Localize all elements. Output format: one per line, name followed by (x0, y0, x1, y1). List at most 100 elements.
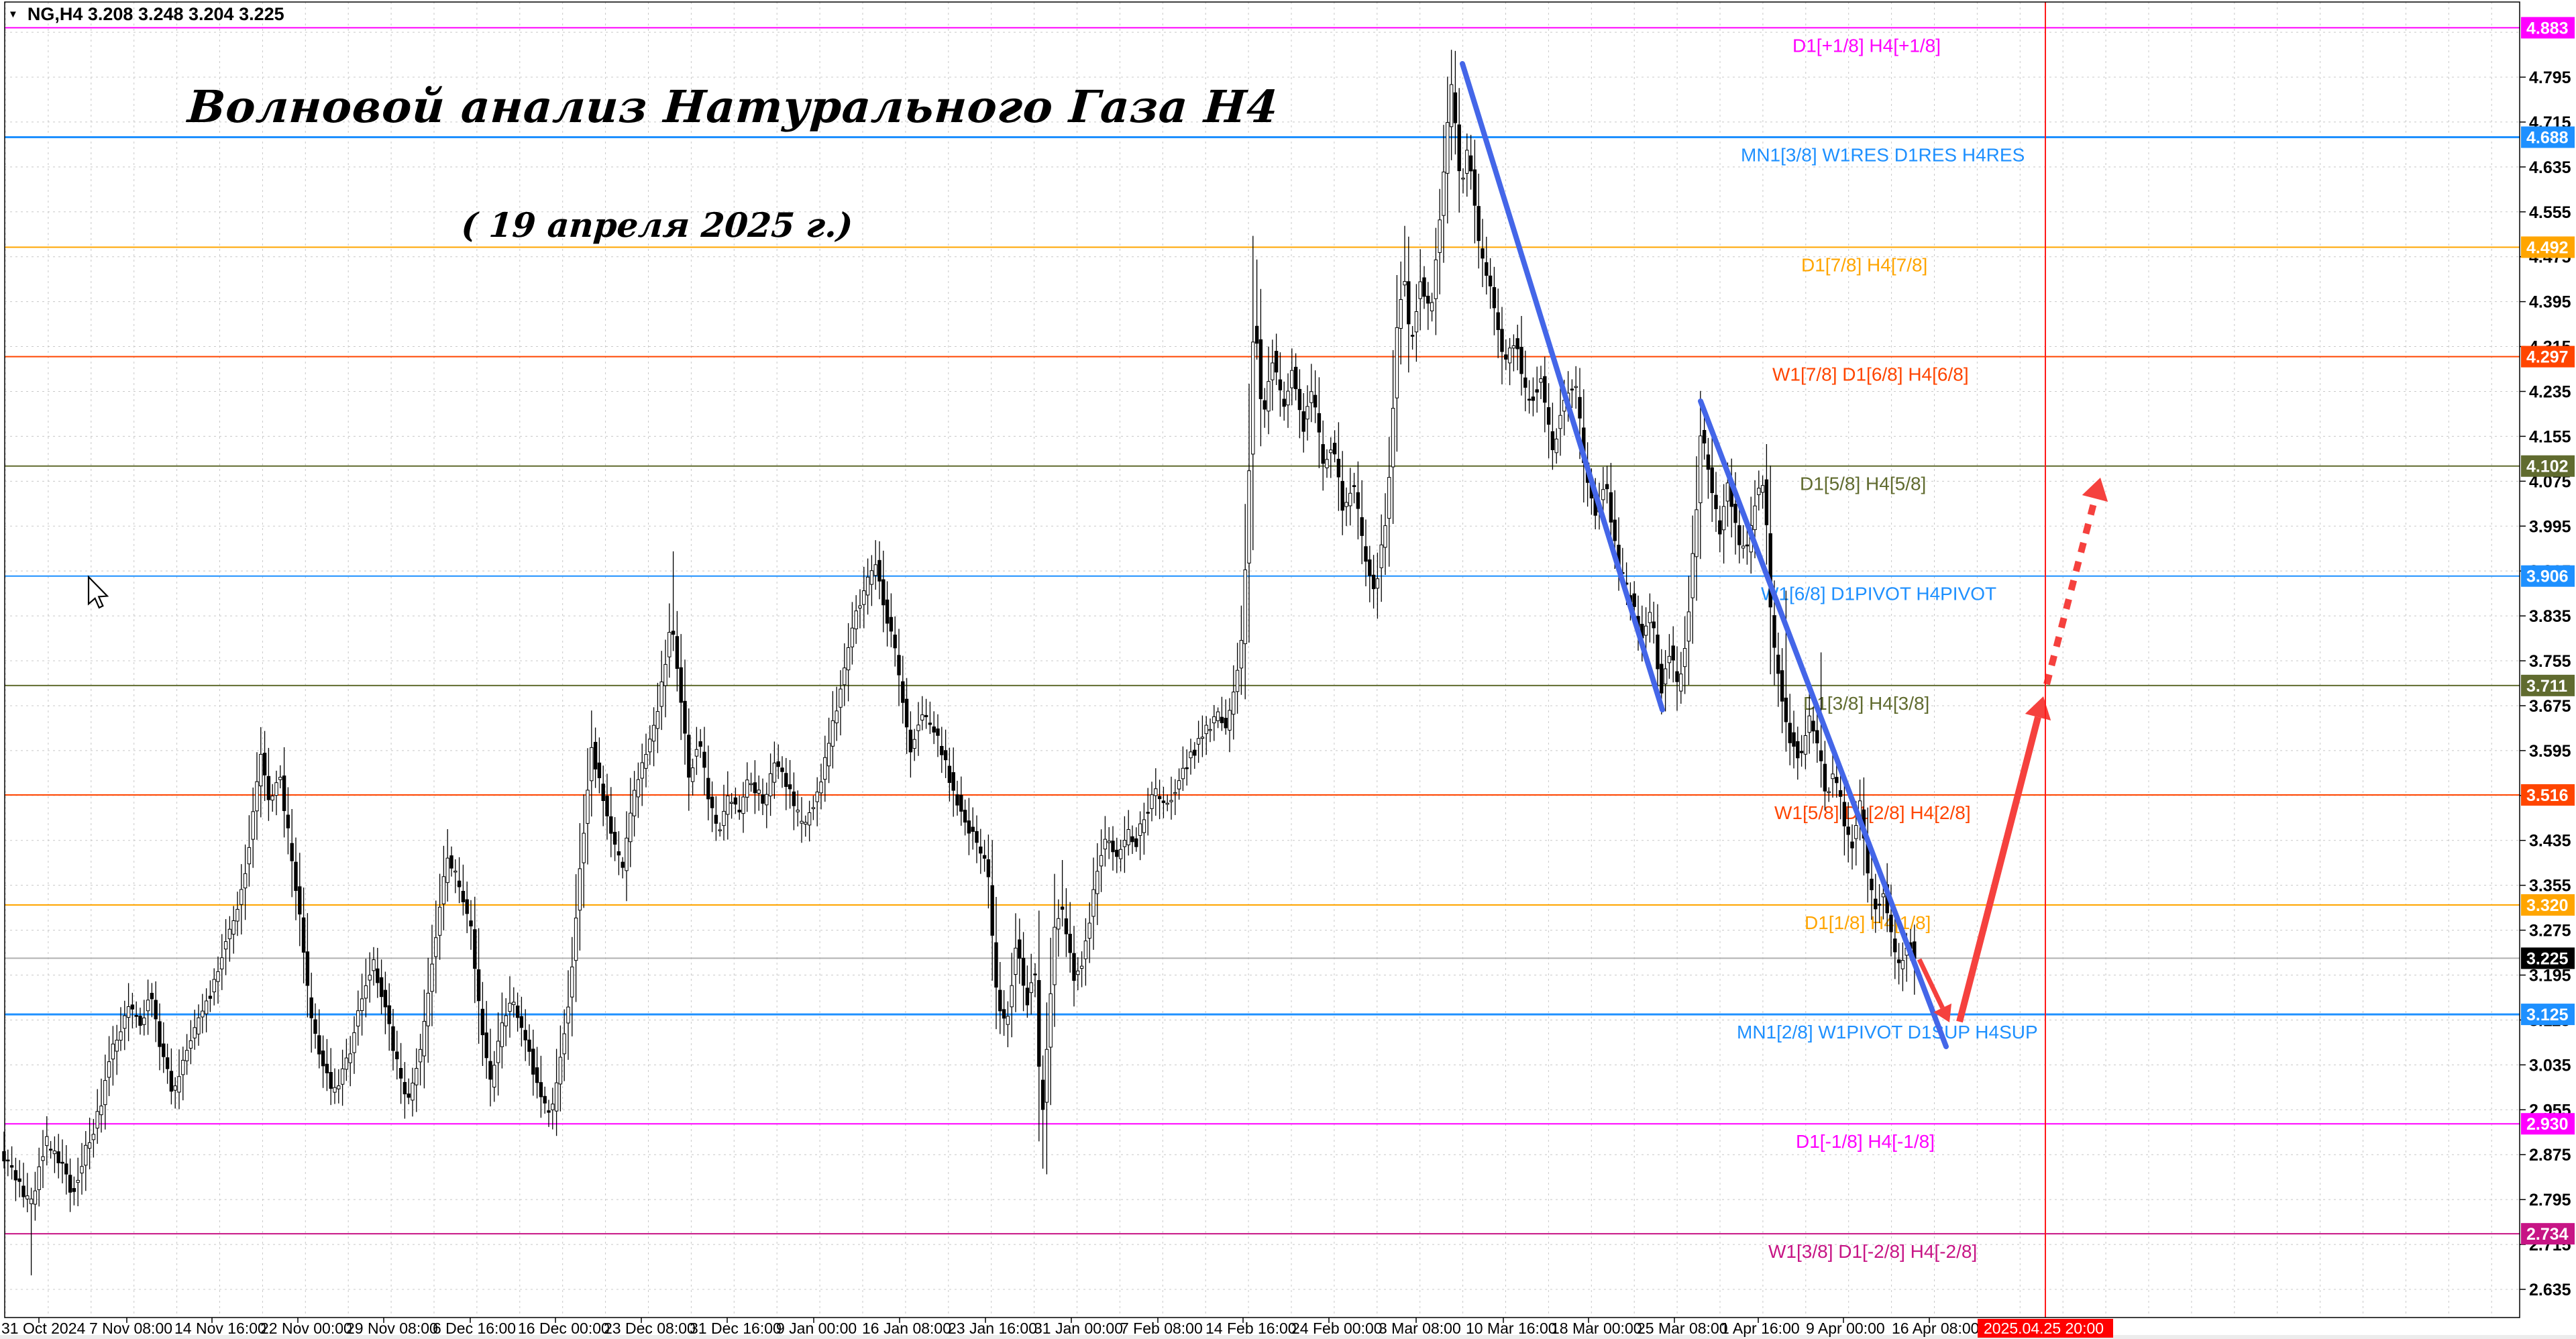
level-label: W1[3/8] D1[-2/8] H4[-2/8] (1768, 1241, 1977, 1262)
bottom-strip (0, 1335, 2576, 1339)
price-badge (2521, 674, 2575, 696)
svg-text:24 Feb 00:00: 24 Feb 00:00 (1291, 1320, 1383, 1337)
svg-text:3.225: 3.225 (2526, 949, 2569, 968)
svg-text:14 Feb 16:00: 14 Feb 16:00 (1205, 1320, 1297, 1337)
svg-text:3.675: 3.675 (2529, 697, 2571, 716)
svg-text:4.235: 4.235 (2529, 382, 2571, 401)
svg-text:4.688: 4.688 (2526, 129, 2569, 148)
forecast-arrow[interactable] (1917, 958, 1952, 1022)
chart-title: Волновой анализ Натурального Газа Н4 (186, 81, 1281, 133)
svg-text:7 Nov 08:00: 7 Nov 08:00 (89, 1320, 172, 1337)
price-badge (2521, 1004, 2575, 1026)
svg-text:22 Nov 00:00: 22 Nov 00:00 (260, 1320, 352, 1337)
svg-text:23 Jan 16:00: 23 Jan 16:00 (948, 1320, 1037, 1337)
svg-text:7 Feb 08:00: 7 Feb 08:00 (1120, 1320, 1203, 1337)
price-badge (2521, 126, 2575, 148)
svg-text:1 Apr 16:00: 1 Apr 16:00 (1721, 1320, 1800, 1337)
svg-text:31 Oct 2024: 31 Oct 2024 (1, 1320, 86, 1337)
svg-text:3.435: 3.435 (2529, 832, 2571, 851)
svg-text:31 Dec 16:00: 31 Dec 16:00 (690, 1320, 782, 1337)
svg-text:29 Nov 08:00: 29 Nov 08:00 (346, 1320, 438, 1337)
svg-text:2.930: 2.930 (2526, 1115, 2569, 1134)
price-badge (2521, 894, 2575, 916)
level-label: W1[7/8] D1[6/8] H4[6/8] (1772, 364, 1969, 385)
svg-text:23 Dec 08:00: 23 Dec 08:00 (604, 1320, 696, 1337)
svg-text:31 Jan 00:00: 31 Jan 00:00 (1034, 1320, 1123, 1337)
price-badge (2521, 784, 2575, 806)
forecast-arrow-dotted[interactable] (2043, 478, 2108, 686)
price-badges: 4.883 4.688 4.492 4.297 4.102 3.906 3.711 3.516… (2521, 17, 2575, 1245)
svg-text:6 Dec 16:00: 6 Dec 16:00 (433, 1320, 516, 1337)
svg-text:2.734: 2.734 (2526, 1225, 2569, 1244)
svg-text:16 Jan 08:00: 16 Jan 08:00 (862, 1320, 951, 1337)
svg-text:3.516: 3.516 (2526, 786, 2569, 805)
level-label: MN1[2/8] W1PIVOT D1SUP H4SUP (1737, 1022, 2038, 1042)
svg-text:14 Nov 16:00: 14 Nov 16:00 (174, 1320, 266, 1337)
chart-subtitle: ( 19 апреля 2025 г.) (460, 205, 855, 245)
svg-text:3.035: 3.035 (2529, 1056, 2571, 1075)
level-label: D1[5/8] H4[5/8] (1800, 474, 1926, 494)
svg-text:4.395: 4.395 (2529, 293, 2571, 312)
svg-text:16 Dec 00:00: 16 Dec 00:00 (518, 1320, 610, 1337)
svg-text:3.355: 3.355 (2529, 877, 2571, 896)
svg-text:4.635: 4.635 (2529, 158, 2571, 177)
svg-text:4.795: 4.795 (2529, 68, 2571, 87)
price-badge (2521, 455, 2575, 477)
price-badge (2521, 17, 2575, 39)
trendline[interactable] (1698, 398, 1949, 1049)
svg-text:10 Mar 16:00: 10 Mar 16:00 (1466, 1320, 1557, 1337)
svg-text:4.555: 4.555 (2529, 203, 2571, 222)
level-label: D1[1/8] H4[1/8] (1805, 912, 1931, 933)
price-badge (2521, 1113, 2575, 1135)
svg-text:3.995: 3.995 (2529, 517, 2571, 536)
symbol-quote-text: NG,H4 3.208 3.248 3.204 3.225 (27, 4, 284, 24)
svg-text:25 Mar 08:00: 25 Mar 08:00 (1637, 1320, 1728, 1337)
svg-text:4.155: 4.155 (2529, 427, 2571, 446)
svg-text:9 Jan 00:00: 9 Jan 00:00 (776, 1320, 857, 1337)
forecast-arrow[interactable] (1956, 696, 2051, 1023)
level-label: D1[+1/8] H4[+1/8] (1792, 35, 1941, 56)
price-badge (2521, 345, 2575, 368)
plot-border (4, 1, 2520, 1318)
svg-text:3 Mar 08:00: 3 Mar 08:00 (1379, 1320, 1461, 1337)
svg-text:18 Mar 00:00: 18 Mar 00:00 (1551, 1320, 1642, 1337)
svg-text:3.906: 3.906 (2526, 568, 2569, 586)
svg-text:4.102: 4.102 (2526, 458, 2569, 476)
price-badge (2521, 947, 2575, 969)
svg-text:3.835: 3.835 (2529, 607, 2571, 626)
level-label: W1[5/8] D1[2/8] H4[2/8] (1774, 802, 1971, 823)
svg-text:2025.04.25 20:00: 2025.04.25 20:00 (1984, 1320, 2104, 1337)
level-label: D1[7/8] H4[7/8] (1801, 254, 1927, 275)
svg-text:4.883: 4.883 (2526, 19, 2569, 38)
symbol-dropdown-icon[interactable]: ▼ (8, 9, 18, 20)
price-badge (2521, 236, 2575, 258)
svg-text:2.795: 2.795 (2529, 1191, 2571, 1210)
candles (2, 50, 1917, 1276)
level-label: D1[-1/8] H4[-1/8] (1796, 1131, 1935, 1152)
svg-text:2.635: 2.635 (2529, 1281, 2571, 1299)
svg-text:3.711: 3.711 (2526, 677, 2567, 696)
price-badge (2521, 1223, 2575, 1245)
price-badge (2521, 565, 2575, 587)
svg-text:3.125: 3.125 (2526, 1006, 2569, 1024)
future-date-badge (1978, 1319, 2113, 1338)
trendline[interactable] (1460, 61, 1665, 712)
murrey-levels: D1[+1/8] H4[+1/8] MN1[3/8] W1RES D1RES H4… (5, 27, 2520, 1262)
svg-text:3.275: 3.275 (2529, 922, 2571, 941)
svg-text:3.320: 3.320 (2526, 896, 2569, 915)
svg-text:3.595: 3.595 (2529, 742, 2571, 761)
level-label: W1[6/8] D1PIVOT H4PIVOT (1761, 584, 1996, 604)
svg-text:3.755: 3.755 (2529, 652, 2571, 671)
svg-text:16 Apr 08:00: 16 Apr 08:00 (1892, 1320, 1979, 1337)
svg-text:3.195: 3.195 (2529, 967, 2571, 985)
level-label: D1[3/8] H4[3/8] (1803, 693, 1929, 714)
svg-text:4.492: 4.492 (2526, 238, 2569, 257)
grid (5, 2, 2520, 1318)
svg-text:4.297: 4.297 (2526, 348, 2569, 367)
svg-text:9 Apr 00:00: 9 Apr 00:00 (1806, 1320, 1885, 1337)
mouse-cursor-icon (87, 575, 109, 609)
